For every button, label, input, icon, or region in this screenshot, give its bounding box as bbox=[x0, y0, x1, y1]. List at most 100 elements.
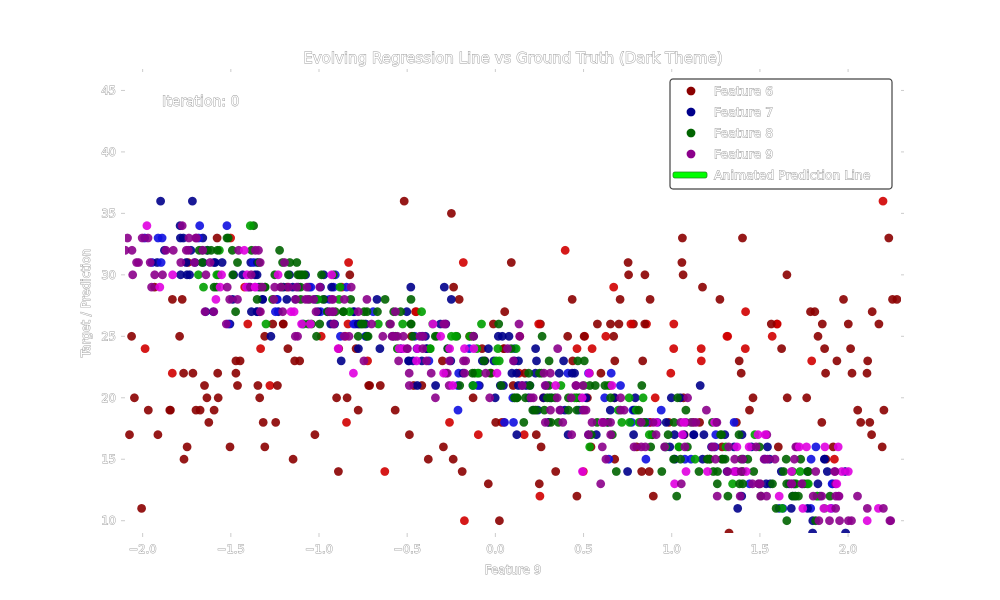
data-point bbox=[781, 454, 791, 464]
data-point bbox=[717, 454, 727, 464]
data-point bbox=[673, 393, 682, 403]
data-point bbox=[128, 270, 138, 280]
data-point bbox=[730, 454, 740, 464]
legend-marker bbox=[686, 86, 696, 96]
data-point bbox=[637, 381, 647, 390]
data-point bbox=[767, 331, 777, 341]
data-point bbox=[677, 258, 687, 267]
data-point bbox=[517, 381, 527, 390]
data-point bbox=[825, 516, 834, 526]
data-point bbox=[447, 209, 456, 218]
data-point bbox=[260, 331, 270, 341]
data-point bbox=[748, 479, 757, 489]
data-point bbox=[661, 418, 671, 427]
data-point bbox=[284, 282, 294, 292]
data-point bbox=[760, 430, 770, 440]
data-point bbox=[266, 331, 276, 341]
data-point bbox=[558, 418, 568, 427]
data-point bbox=[491, 356, 501, 366]
data-point bbox=[744, 442, 754, 452]
x-tick-label: −1.0 bbox=[305, 542, 333, 556]
data-point bbox=[423, 454, 433, 464]
data-point bbox=[405, 430, 414, 440]
data-point bbox=[803, 467, 813, 476]
data-point bbox=[280, 258, 289, 267]
data-point bbox=[699, 430, 709, 440]
data-point bbox=[212, 233, 222, 243]
data-point bbox=[817, 491, 827, 501]
data-point bbox=[506, 258, 516, 267]
data-point bbox=[614, 319, 624, 329]
legend-box bbox=[669, 78, 893, 190]
data-point bbox=[209, 307, 219, 317]
data-point bbox=[468, 368, 477, 378]
data-point bbox=[315, 282, 325, 292]
data-point bbox=[734, 356, 744, 366]
data-point bbox=[217, 270, 227, 280]
data-point bbox=[733, 504, 743, 513]
data-point bbox=[252, 295, 262, 304]
data-point bbox=[698, 282, 707, 292]
data-point bbox=[535, 491, 545, 501]
data-point bbox=[399, 196, 409, 206]
data-point bbox=[803, 479, 813, 489]
data-point bbox=[255, 258, 265, 267]
data-point bbox=[140, 344, 150, 353]
data-point bbox=[820, 442, 830, 452]
data-point bbox=[579, 356, 589, 366]
data-point bbox=[555, 405, 565, 415]
data-point bbox=[261, 319, 271, 329]
data-point bbox=[353, 307, 363, 317]
data-point bbox=[362, 295, 372, 304]
data-point bbox=[455, 381, 465, 390]
data-point bbox=[223, 233, 233, 243]
data-point bbox=[560, 245, 570, 255]
data-point bbox=[729, 467, 739, 476]
data-point bbox=[342, 418, 351, 427]
data-point bbox=[454, 295, 464, 304]
data-point bbox=[459, 356, 468, 366]
data-point bbox=[245, 221, 255, 231]
data-point bbox=[672, 491, 682, 501]
data-point bbox=[640, 319, 650, 329]
data-point bbox=[862, 504, 872, 513]
data-point bbox=[317, 270, 326, 280]
data-point bbox=[284, 270, 293, 280]
data-point bbox=[531, 344, 540, 353]
data-point bbox=[282, 295, 292, 304]
data-point bbox=[666, 393, 676, 403]
data-point bbox=[404, 368, 414, 378]
y-tick-label: 30 bbox=[101, 268, 116, 282]
data-point bbox=[332, 393, 341, 403]
data-point bbox=[678, 270, 688, 280]
data-point bbox=[663, 430, 673, 440]
data-point bbox=[222, 282, 232, 292]
data-point bbox=[681, 467, 691, 476]
data-point bbox=[596, 479, 606, 489]
data-point bbox=[536, 442, 546, 452]
data-point bbox=[217, 258, 227, 267]
data-point bbox=[344, 258, 353, 267]
data-point bbox=[457, 467, 467, 476]
data-point bbox=[640, 442, 650, 452]
data-point bbox=[333, 344, 343, 353]
data-point bbox=[578, 467, 587, 476]
data-point bbox=[892, 295, 901, 304]
data-point bbox=[493, 344, 503, 353]
data-point bbox=[344, 331, 354, 341]
y-tick-label: 15 bbox=[101, 452, 116, 466]
data-point bbox=[334, 467, 343, 476]
data-point bbox=[346, 282, 356, 292]
data-point bbox=[559, 356, 568, 366]
data-point bbox=[736, 467, 746, 476]
data-point bbox=[751, 442, 761, 452]
data-point bbox=[165, 405, 175, 415]
data-point bbox=[676, 454, 685, 464]
y-tick-label: 25 bbox=[101, 329, 116, 343]
data-point bbox=[158, 270, 167, 280]
data-point bbox=[884, 233, 894, 243]
data-point bbox=[802, 393, 812, 403]
data-point bbox=[590, 381, 600, 390]
data-point bbox=[587, 344, 597, 353]
data-point bbox=[606, 430, 616, 440]
